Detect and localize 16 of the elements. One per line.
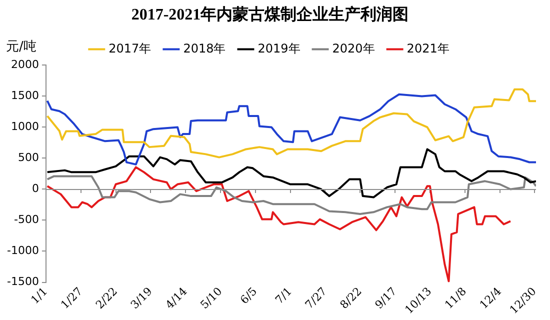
legend-label: 2020年 (332, 41, 375, 56)
y-axis-title: 元/吨 (6, 40, 36, 55)
legend-label: 2021年 (406, 41, 450, 56)
y-tick-label: 1000 (10, 120, 39, 134)
legend-label: 2017年 (108, 41, 152, 56)
y-tick-label: 2000 (10, 58, 39, 72)
x-tick-label: 6/5 (238, 284, 260, 307)
x-tick-label: 7/1 (272, 284, 294, 307)
y-tick-label: -500 (14, 213, 39, 226)
y-tick-label: 1500 (10, 89, 39, 102)
chart-title: 2017-2021年内蒙古煤制企业生产利润图 (131, 6, 409, 24)
y-tick-label: 500 (18, 151, 39, 164)
legend-label: 2018年 (183, 41, 226, 56)
legend-label: 2019年 (258, 41, 300, 56)
y-tick-label: 0 (32, 182, 39, 196)
y-tick-label: -1000 (6, 244, 39, 258)
